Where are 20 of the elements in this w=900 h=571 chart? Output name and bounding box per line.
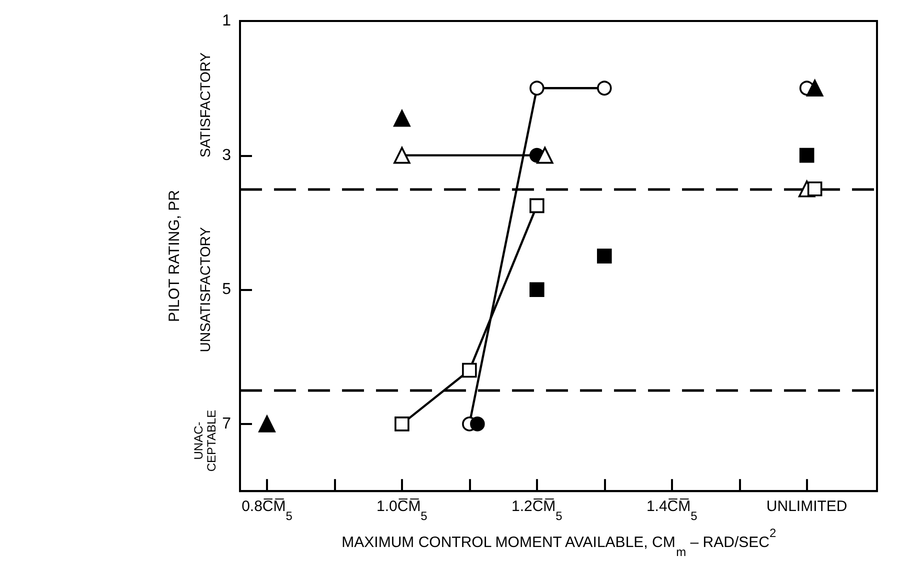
y-tick-label: 7 (222, 415, 232, 432)
point (258, 416, 276, 432)
y-tick-label: 5 (222, 281, 232, 298)
text: UNAC- CEPTABLE (192, 410, 218, 472)
text: SATISFACTORY (197, 52, 213, 158)
y-axis-title: PILOT RATING, PR (166, 190, 183, 322)
y-tick-label: 1 (222, 12, 232, 30)
point (596, 248, 612, 264)
point (597, 80, 612, 96)
point (394, 110, 410, 127)
point (394, 416, 410, 432)
y-tick-label: 3 (222, 146, 232, 164)
text: UNSATISFACTORY (197, 226, 213, 352)
point (530, 282, 544, 298)
x-tick-label: UNLIMITED (766, 498, 848, 516)
point (530, 198, 544, 214)
point (530, 80, 544, 96)
point (394, 146, 410, 164)
point (799, 148, 814, 163)
point (462, 362, 477, 378)
